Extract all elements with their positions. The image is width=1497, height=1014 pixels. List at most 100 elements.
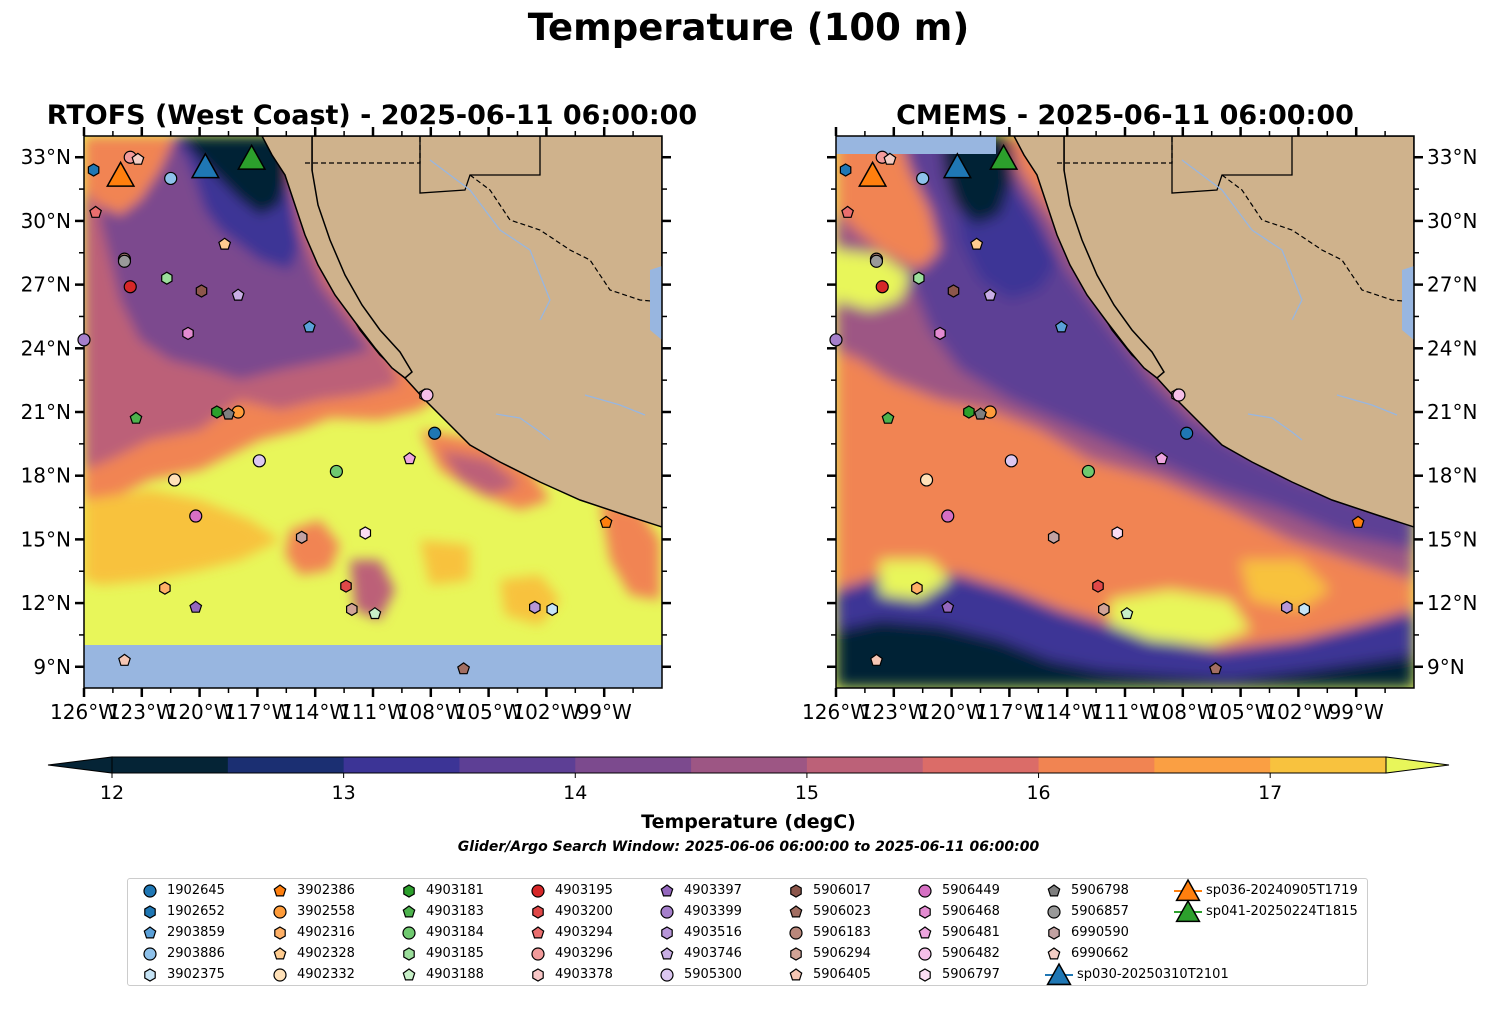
glider-marker-sp041-20250224T1815[interactable] <box>989 143 1019 170</box>
circle-marker-icon <box>789 925 803 940</box>
float-marker-4903183[interactable] <box>881 411 895 424</box>
float-marker-5906857[interactable] <box>117 254 132 268</box>
float-marker-5906798[interactable] <box>974 407 987 420</box>
cmems-map-area[interactable] <box>836 136 1414 688</box>
float-marker-4903181[interactable] <box>963 405 975 419</box>
float-marker-4903516[interactable] <box>1280 600 1293 614</box>
float-marker-3902386[interactable] <box>599 515 613 528</box>
float-marker-4902332[interactable] <box>167 473 182 487</box>
glider-marker-sp030-20250310T2101[interactable] <box>190 152 220 179</box>
float-marker-4903399[interactable] <box>829 333 843 347</box>
float-marker-2903886[interactable] <box>164 171 178 186</box>
glider-marker-sp036-20240905T1719[interactable] <box>106 160 136 187</box>
float-marker-5906468[interactable] <box>934 326 946 341</box>
colorbar-tick-label: 12 <box>100 782 124 804</box>
lon-tick-label: 102°W <box>512 700 580 724</box>
float-marker-5906017[interactable] <box>195 284 208 298</box>
glider-marker-sp041-20250224T1815[interactable] <box>237 143 267 170</box>
float-marker-2903859[interactable] <box>302 320 316 333</box>
float-marker-5906857[interactable] <box>869 254 884 268</box>
float-marker-5906481[interactable] <box>1155 451 1169 465</box>
float-marker-5906797[interactable] <box>1111 526 1124 540</box>
glider-marker-sp030-20250310T2101[interactable] <box>942 152 972 179</box>
float-marker-5905300[interactable] <box>1004 454 1018 468</box>
float-marker-6990590[interactable] <box>295 530 308 544</box>
rtofs-map-area[interactable] <box>84 136 662 688</box>
legend-label: 4903399 <box>684 904 742 919</box>
float-marker-4903397[interactable] <box>941 600 955 613</box>
float-marker-4903399[interactable] <box>77 333 91 347</box>
float-marker-5906449[interactable] <box>189 509 203 523</box>
float-marker-5906294[interactable] <box>1097 602 1110 617</box>
float-marker-4903195[interactable] <box>123 280 137 294</box>
float-marker-5906468[interactable] <box>182 326 194 341</box>
float-marker-1902645[interactable] <box>428 426 442 440</box>
float-marker-4902316[interactable] <box>911 581 923 595</box>
legend-item-5906023: 5906023 <box>785 901 871 922</box>
float-marker-6990590[interactable] <box>1047 530 1060 544</box>
float-marker-3902386[interactable] <box>1351 515 1365 528</box>
cmems-float-markers[interactable] <box>829 143 1365 675</box>
float-marker-4903746[interactable] <box>231 288 245 301</box>
float-marker-5906405[interactable] <box>870 653 883 666</box>
float-marker-5906481[interactable] <box>403 451 417 465</box>
hexagon-marker-icon <box>661 925 673 940</box>
float-marker-4903294[interactable] <box>841 205 855 218</box>
float-marker-5906797[interactable] <box>359 526 372 540</box>
circle-marker-icon <box>273 967 287 982</box>
float-marker-5905300[interactable] <box>252 454 266 468</box>
float-marker-5906023[interactable] <box>457 662 471 675</box>
float-marker-4903185[interactable] <box>913 271 925 285</box>
legend-item-5906449: 5906449 <box>914 880 1000 901</box>
float-marker-5906294[interactable] <box>346 602 358 617</box>
float-marker-2903859[interactable] <box>1054 320 1068 333</box>
legend-item-4903184: 4903184 <box>398 922 484 943</box>
float-marker-5906023[interactable] <box>1209 662 1223 675</box>
float-marker-6990662[interactable] <box>131 152 145 165</box>
float-marker-5906482[interactable] <box>420 388 434 402</box>
float-marker-3902375[interactable] <box>546 602 559 617</box>
colorbar-segment <box>806 757 924 773</box>
pentagon-marker-icon <box>143 925 157 938</box>
float-marker-4903200[interactable] <box>340 579 352 593</box>
float-marker-1902652[interactable] <box>87 163 100 177</box>
pentagon-marker-icon <box>1047 946 1061 959</box>
colorbar-tick-label: 14 <box>563 782 587 804</box>
float-marker-4903746[interactable] <box>983 288 997 301</box>
float-marker-4903181[interactable] <box>211 405 223 419</box>
pentagon-marker-icon <box>531 925 545 938</box>
float-marker-4903188[interactable] <box>1120 606 1134 620</box>
float-marker-4902316[interactable] <box>159 581 171 595</box>
float-marker-4903397[interactable] <box>189 600 203 613</box>
float-marker-5906405[interactable] <box>118 653 131 666</box>
float-marker-1902652[interactable] <box>839 163 852 177</box>
float-marker-4902332[interactable] <box>919 473 934 487</box>
float-marker-2903886[interactable] <box>916 171 930 186</box>
float-marker-3902375[interactable] <box>1298 602 1311 617</box>
glider-marker-sp036-20240905T1719[interactable] <box>858 160 888 187</box>
float-marker-4903200[interactable] <box>1092 579 1104 593</box>
float-marker-6990662[interactable] <box>883 152 897 165</box>
legend-label: 4902332 <box>297 967 355 982</box>
legend-label: 1902652 <box>167 904 225 919</box>
float-marker-4902328[interactable] <box>970 237 984 250</box>
float-marker-4903195[interactable] <box>875 280 889 294</box>
float-marker-1902645[interactable] <box>1180 426 1194 440</box>
legend-item-1902652: 1902652 <box>139 901 225 922</box>
legend-label: 4903184 <box>426 925 484 940</box>
float-marker-5906017[interactable] <box>947 284 960 298</box>
rtofs-float-markers[interactable] <box>77 143 613 675</box>
float-marker-4902328[interactable] <box>218 237 232 250</box>
float-marker-5906449[interactable] <box>941 509 955 523</box>
float-marker-4903184[interactable] <box>329 464 343 479</box>
float-marker-5906798[interactable] <box>222 407 235 420</box>
float-marker-4903183[interactable] <box>129 411 143 424</box>
float-marker-4903516[interactable] <box>528 600 541 614</box>
float-marker-4903185[interactable] <box>161 271 173 285</box>
cmems-missing-data-band <box>836 136 996 154</box>
legend-item-4903397: 4903397 <box>656 880 742 901</box>
float-marker-5906482[interactable] <box>1172 388 1186 402</box>
float-marker-4903294[interactable] <box>89 205 103 218</box>
float-marker-4903188[interactable] <box>368 606 382 620</box>
float-marker-4903184[interactable] <box>1081 464 1095 479</box>
